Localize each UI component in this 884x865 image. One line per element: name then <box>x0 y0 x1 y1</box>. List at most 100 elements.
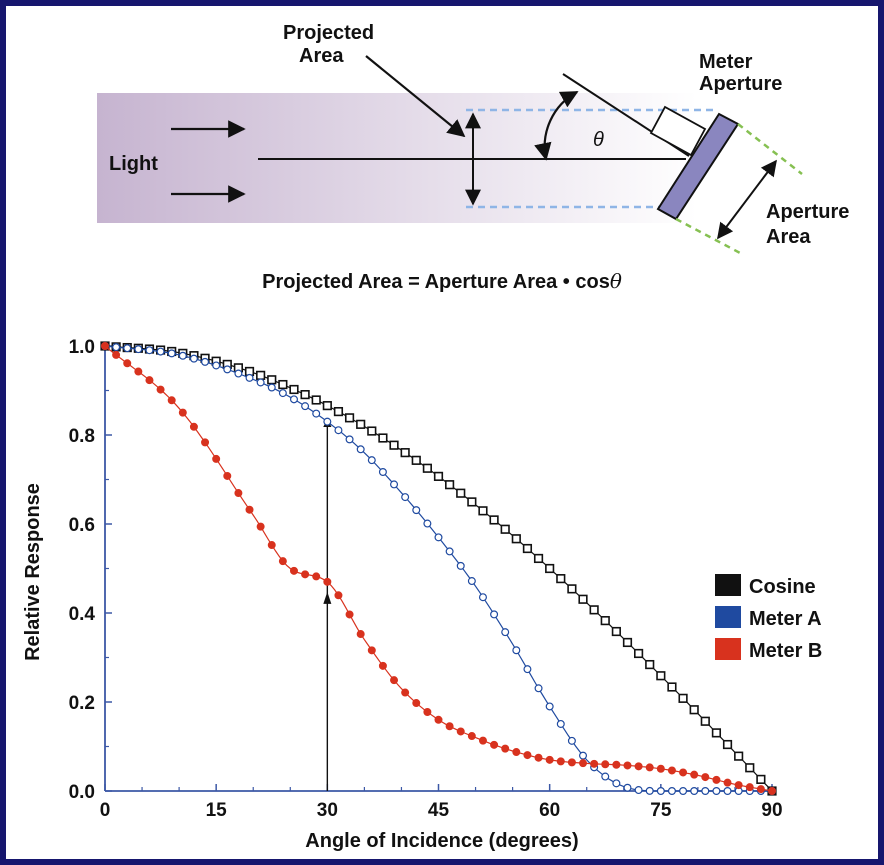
meter-a-point <box>367 456 376 465</box>
meter-a-point <box>356 445 365 454</box>
meter-a-point <box>201 357 210 366</box>
cosine-point <box>678 693 688 703</box>
meter-a-point <box>312 409 321 418</box>
meter-b-point <box>467 732 476 741</box>
series-meter-a <box>100 342 776 795</box>
meter-a-point <box>145 346 154 355</box>
meter-a-point <box>701 786 710 795</box>
cosine-point <box>522 543 533 554</box>
x-tick-label: 45 <box>428 800 450 821</box>
legend-swatch-meter-a <box>715 606 741 628</box>
cosine-point <box>533 553 544 564</box>
cosine-point <box>734 751 744 761</box>
meter-b-point <box>612 760 621 769</box>
meter-a-point <box>712 786 721 795</box>
meter-a-point <box>579 751 588 760</box>
equation: Projected Area = Aperture Area • cosθ <box>262 269 622 293</box>
meter-b-point <box>245 505 254 514</box>
meter-b-point <box>512 748 521 757</box>
meter-b-point <box>534 753 543 762</box>
meter-b-point <box>545 755 554 764</box>
meter-b-point <box>112 350 121 359</box>
meter-a-point <box>512 646 521 655</box>
x-tick-label: 30 <box>317 800 338 821</box>
cosine-point <box>344 413 355 423</box>
cosine-point <box>611 626 621 637</box>
response-chart: 0 15 30 45 60 75 90 0.0 0.2 0.4 0.6 0.8 1.0 Cosine Me… <box>22 337 822 852</box>
meter-a-point <box>178 351 187 360</box>
meter-b-point <box>501 744 510 753</box>
y-tick-label: 1.0 <box>69 337 95 358</box>
meter-a-point <box>523 665 532 674</box>
cosine-point <box>745 763 755 773</box>
meter-b-point <box>523 751 532 760</box>
series-cosine <box>100 341 777 796</box>
cosine-point <box>256 370 266 380</box>
y-tick-label: 0.6 <box>69 515 95 536</box>
legend-label-meter-a: Meter A <box>749 608 822 630</box>
meter-a-point <box>434 533 443 542</box>
projected-area-label-line1: Projected <box>283 22 374 44</box>
meter-b-point <box>367 646 376 655</box>
meter-a-point <box>323 417 332 426</box>
meter-a-point <box>334 426 343 435</box>
meter-b-point <box>701 773 710 782</box>
meter-b-point <box>634 762 643 771</box>
light-label: Light <box>109 153 158 175</box>
meter-b-point <box>301 570 310 579</box>
meter-a-point <box>234 369 243 378</box>
meter-housing <box>649 105 707 157</box>
meter-a-point <box>645 786 654 795</box>
meter-a-point <box>245 373 254 382</box>
meter-b-point <box>712 775 721 784</box>
series-line-meter-a <box>104 345 772 792</box>
cosine-point <box>456 488 466 498</box>
meter-b-point <box>590 759 599 768</box>
meter-b-point <box>334 591 343 600</box>
meter-aperture-label-line2: Aperture <box>699 73 782 95</box>
meter-a-point <box>567 736 576 745</box>
meter-b-point <box>556 757 565 766</box>
meter-a-point <box>401 493 410 502</box>
meter-a-point <box>656 786 665 795</box>
cosine-point <box>722 739 733 750</box>
aperture-bottom-dash <box>675 217 743 256</box>
meter-a-point <box>256 378 265 387</box>
meter-b-point <box>723 778 732 787</box>
meter-b-point <box>278 557 287 566</box>
legend-swatch-cosine <box>715 574 741 596</box>
meter-a-point <box>634 786 643 795</box>
cosine-point <box>445 480 455 490</box>
cosine-point <box>467 497 477 507</box>
aperture-area-arrow <box>717 159 777 240</box>
cosine-point <box>311 395 321 405</box>
cosine-point <box>756 774 766 784</box>
y-axis-label: Relative Response <box>22 483 44 661</box>
meter-a-point <box>612 779 621 788</box>
cosine-point <box>633 648 644 659</box>
meter-b-point <box>323 577 332 586</box>
meter-a-point <box>601 772 610 781</box>
meter-b-point <box>623 761 632 770</box>
cosine-point <box>278 379 288 390</box>
meter-a-point <box>123 344 132 353</box>
meter-b-point <box>312 572 321 581</box>
meter-a-point <box>212 361 221 370</box>
cosine-point <box>578 594 588 604</box>
x-axis-label: Angle of Incidence (degrees) <box>305 830 578 852</box>
meter-b-point <box>734 781 743 790</box>
projected-area-pointer <box>365 55 466 138</box>
meter-a-point <box>667 786 676 795</box>
incidence-diagram: Light Projected Area θ Meter Aperture Ap… <box>97 22 849 293</box>
meter-b-point <box>356 630 365 639</box>
cosine-point <box>300 390 310 400</box>
meter-b-point <box>156 385 165 394</box>
meter-a-point <box>390 480 399 489</box>
meter-b-point <box>768 787 777 796</box>
meter-b-point <box>690 770 699 779</box>
chart-legend: Cosine Meter A Meter B <box>715 574 822 662</box>
meter-a-point <box>167 349 176 358</box>
meter-a-point <box>690 786 699 795</box>
meter-a-point <box>301 402 310 411</box>
meter-b-point <box>267 541 276 550</box>
